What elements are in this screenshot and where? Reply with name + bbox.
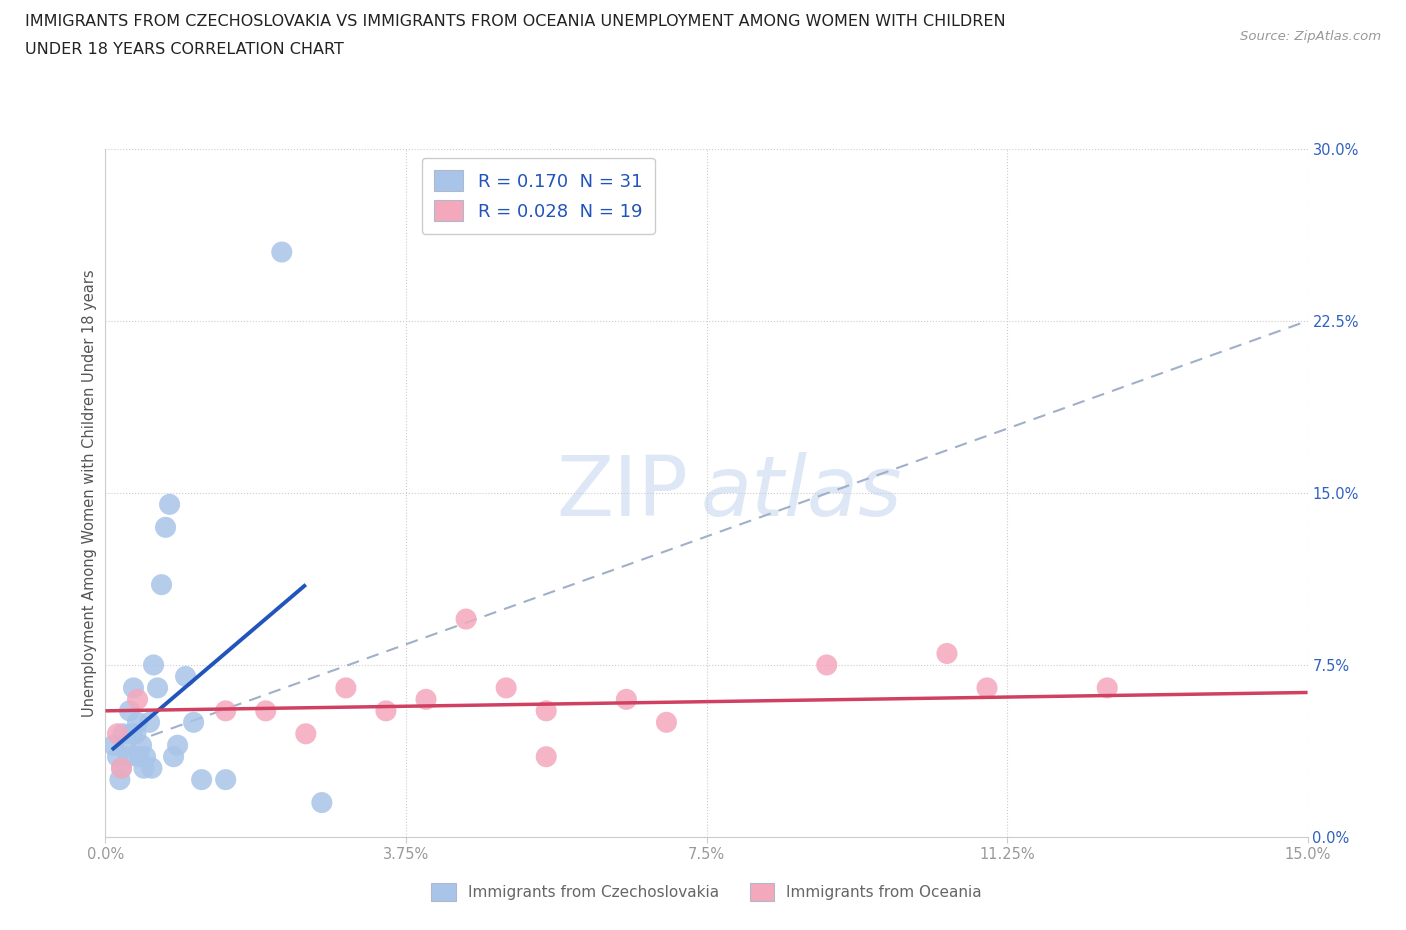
Point bbox=[127, 692, 149, 707]
Point bbox=[107, 726, 129, 741]
Point bbox=[122, 681, 145, 696]
Point bbox=[335, 681, 357, 696]
Text: atlas: atlas bbox=[700, 452, 903, 534]
Point bbox=[1097, 681, 1119, 696]
Text: Source: ZipAtlas.com: Source: ZipAtlas.com bbox=[1240, 30, 1381, 43]
Point bbox=[132, 761, 155, 776]
Point bbox=[112, 726, 135, 741]
Point bbox=[159, 497, 181, 512]
Point bbox=[534, 750, 557, 764]
Point bbox=[108, 772, 131, 787]
Point bbox=[815, 658, 838, 672]
Point bbox=[162, 750, 184, 764]
Text: IMMIGRANTS FROM CZECHOSLOVAKIA VS IMMIGRANTS FROM OCEANIA UNEMPLOYMENT AMONG WOM: IMMIGRANTS FROM CZECHOSLOVAKIA VS IMMIGR… bbox=[25, 14, 1005, 29]
Point bbox=[138, 715, 160, 730]
Point bbox=[155, 520, 177, 535]
Text: UNDER 18 YEARS CORRELATION CHART: UNDER 18 YEARS CORRELATION CHART bbox=[25, 42, 344, 57]
Point bbox=[616, 692, 638, 707]
Point bbox=[125, 726, 148, 741]
Point bbox=[456, 612, 478, 627]
Point bbox=[142, 658, 165, 672]
Point bbox=[374, 703, 396, 718]
Point bbox=[103, 737, 125, 752]
Text: ZIP: ZIP bbox=[557, 452, 689, 534]
Point bbox=[121, 726, 143, 741]
Point bbox=[976, 681, 998, 696]
Point bbox=[150, 578, 173, 592]
Point bbox=[110, 761, 132, 776]
Point bbox=[141, 761, 163, 776]
Point bbox=[131, 737, 153, 752]
Point bbox=[110, 761, 132, 776]
Point bbox=[190, 772, 212, 787]
Point bbox=[214, 703, 236, 718]
Point bbox=[270, 245, 292, 259]
Legend: Immigrants from Czechoslovakia, Immigrants from Oceania: Immigrants from Czechoslovakia, Immigran… bbox=[423, 875, 990, 909]
Point bbox=[146, 681, 169, 696]
Point bbox=[166, 737, 188, 752]
Point bbox=[311, 795, 333, 810]
Point bbox=[415, 692, 437, 707]
Point bbox=[655, 715, 678, 730]
Point bbox=[534, 703, 557, 718]
Point bbox=[183, 715, 205, 730]
Point bbox=[117, 750, 139, 764]
Point bbox=[135, 750, 157, 764]
Point bbox=[174, 669, 197, 684]
Point bbox=[495, 681, 517, 696]
Point bbox=[254, 703, 277, 718]
Point bbox=[936, 646, 959, 661]
Point bbox=[128, 750, 150, 764]
Y-axis label: Unemployment Among Women with Children Under 18 years: Unemployment Among Women with Children U… bbox=[82, 269, 97, 717]
Point bbox=[107, 750, 129, 764]
Point bbox=[114, 737, 136, 752]
Point bbox=[295, 726, 318, 741]
Point bbox=[214, 772, 236, 787]
Point bbox=[118, 703, 141, 718]
Point bbox=[127, 715, 149, 730]
